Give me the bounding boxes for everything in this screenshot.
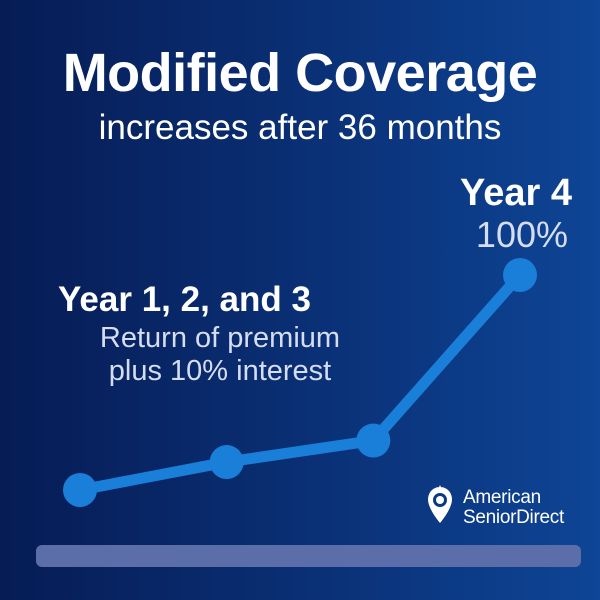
- years-1-3-desc-line1: Return of premium: [99, 322, 341, 354]
- footer-bar: [36, 545, 581, 567]
- coverage-line: [74, 269, 526, 496]
- years-1-3-desc-line2: plus 10% interest: [108, 355, 332, 387]
- years-1-3-description: Return of premium plus 10% interest: [70, 322, 370, 388]
- brand-line2: SeniorDirect: [463, 507, 564, 528]
- page-subtitle: increases after 36 months: [98, 108, 502, 147]
- page-title: Modified Coverage: [62, 43, 538, 103]
- location-pin-icon: [428, 485, 452, 523]
- year4-label: Year 4: [460, 172, 572, 214]
- years-1-3-label: Year 1, 2, and 3: [58, 280, 311, 319]
- brand-name: American SeniorDirect: [463, 488, 564, 528]
- data-point-1: [63, 473, 97, 507]
- year4-value: 100%: [475, 214, 568, 255]
- brand-line1: American: [463, 487, 541, 508]
- brand-logo: American SeniorDirect: [427, 485, 587, 528]
- data-point-2: [209, 445, 244, 480]
- data-point-4: [503, 258, 537, 292]
- data-point-3: [356, 423, 391, 458]
